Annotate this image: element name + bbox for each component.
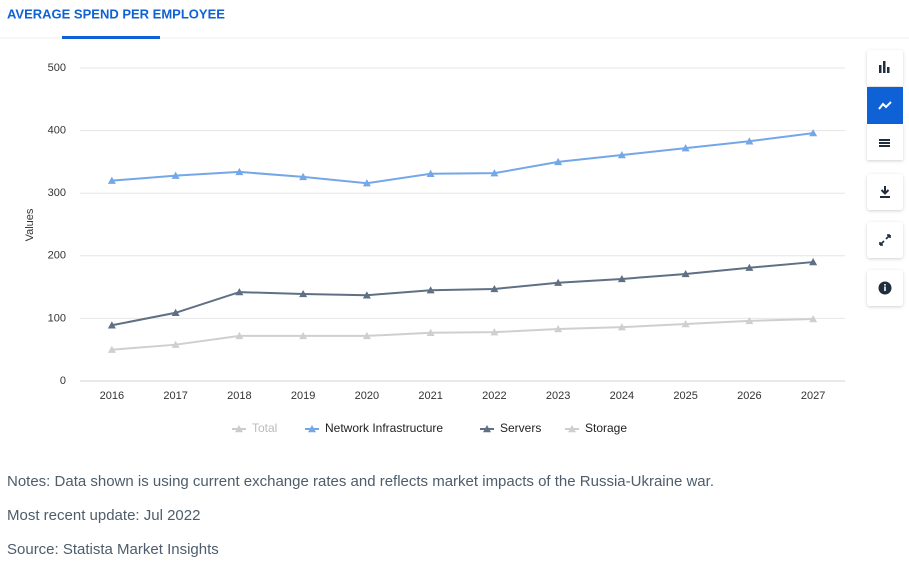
y-tick-label: 500 — [48, 62, 66, 74]
point-marker — [617, 274, 626, 283]
point-marker — [426, 286, 435, 294]
point-marker — [681, 320, 690, 328]
legend-marker — [235, 425, 243, 433]
line-icon — [878, 101, 892, 110]
point-marker — [107, 321, 116, 329]
x-tick-label: 2018 — [227, 390, 251, 402]
table-icon — [879, 139, 890, 147]
legend-item[interactable]: Network Infrastructure — [305, 421, 443, 435]
x-tick-label: 2024 — [610, 390, 634, 402]
point-marker — [617, 151, 626, 159]
point-marker — [171, 171, 180, 179]
download-icon — [880, 186, 890, 198]
legend-label: Total — [252, 421, 277, 435]
point-marker — [299, 289, 308, 298]
source-note: Source: Statista Market Insights — [7, 541, 219, 558]
y-tick-label: 400 — [48, 125, 66, 137]
series-line — [111, 132, 814, 185]
x-tick-label: 2025 — [673, 390, 697, 402]
point-marker — [745, 137, 754, 145]
x-tick-label: 2021 — [418, 390, 442, 402]
point-marker — [809, 315, 818, 323]
fullscreen-button[interactable] — [867, 222, 903, 258]
info-icon-bar — [884, 286, 886, 291]
fullscreen-icon — [879, 234, 891, 246]
x-tick-label: 2016 — [100, 390, 124, 402]
legend-item[interactable]: Servers — [480, 421, 541, 435]
tab-underline — [62, 36, 160, 39]
point-marker — [490, 169, 499, 177]
legend-label: Network Infrastructure — [325, 421, 443, 435]
legend-marker — [483, 425, 491, 433]
y-tick-label: 0 — [60, 375, 66, 387]
legend-label: Servers — [500, 421, 541, 435]
x-tick-label: 2022 — [482, 390, 506, 402]
point-marker — [362, 179, 371, 187]
note: Notes: Data shown is using current excha… — [7, 473, 714, 490]
point-marker — [490, 328, 499, 336]
point-marker — [362, 291, 371, 299]
point-marker — [362, 331, 371, 340]
point-marker — [171, 340, 180, 348]
point-marker — [617, 323, 626, 331]
legend-item[interactable]: Total — [232, 421, 277, 435]
point-marker — [107, 345, 116, 353]
info-icon-dot — [884, 284, 886, 286]
point-marker — [554, 325, 563, 333]
x-tick-label: 2017 — [163, 390, 187, 402]
series-line — [111, 318, 814, 351]
point-marker — [554, 157, 563, 166]
point-marker — [554, 278, 563, 286]
point-marker — [809, 258, 818, 266]
y-tick-label: 300 — [48, 187, 66, 199]
point-marker — [681, 269, 690, 278]
legend-item[interactable]: Storage — [565, 421, 627, 435]
x-tick-label: 2019 — [291, 390, 315, 402]
tab-title[interactable]: AVERAGE SPEND PER EMPLOYEE — [7, 6, 225, 21]
point-marker — [809, 129, 818, 137]
point-marker — [426, 169, 435, 177]
y-tick-label: 100 — [48, 312, 66, 324]
y-axis-label: Values — [24, 208, 36, 241]
series-line — [111, 261, 814, 327]
point-marker — [490, 284, 499, 293]
x-tick-label: 2023 — [546, 390, 570, 402]
point-marker — [235, 288, 244, 296]
point-marker — [171, 308, 180, 316]
toolbar — [867, 50, 903, 306]
point-marker — [745, 316, 754, 325]
point-marker — [745, 263, 754, 271]
x-tick-label: 2026 — [737, 390, 761, 402]
point-marker — [681, 144, 690, 152]
bar-icon — [879, 61, 890, 73]
point-marker — [235, 331, 244, 340]
y-tick-label: 200 — [48, 250, 66, 262]
legend-marker — [568, 425, 576, 433]
legend-label: Storage — [585, 421, 627, 435]
point-marker — [426, 328, 435, 336]
point-marker — [299, 331, 308, 340]
point-marker — [299, 172, 308, 181]
x-tick-label: 2020 — [355, 390, 379, 402]
point-marker — [107, 176, 116, 184]
x-tick-label: 2027 — [801, 390, 825, 402]
point-marker — [235, 167, 244, 176]
update-note: Most recent update: Jul 2022 — [7, 507, 200, 524]
legend-marker — [308, 425, 316, 433]
